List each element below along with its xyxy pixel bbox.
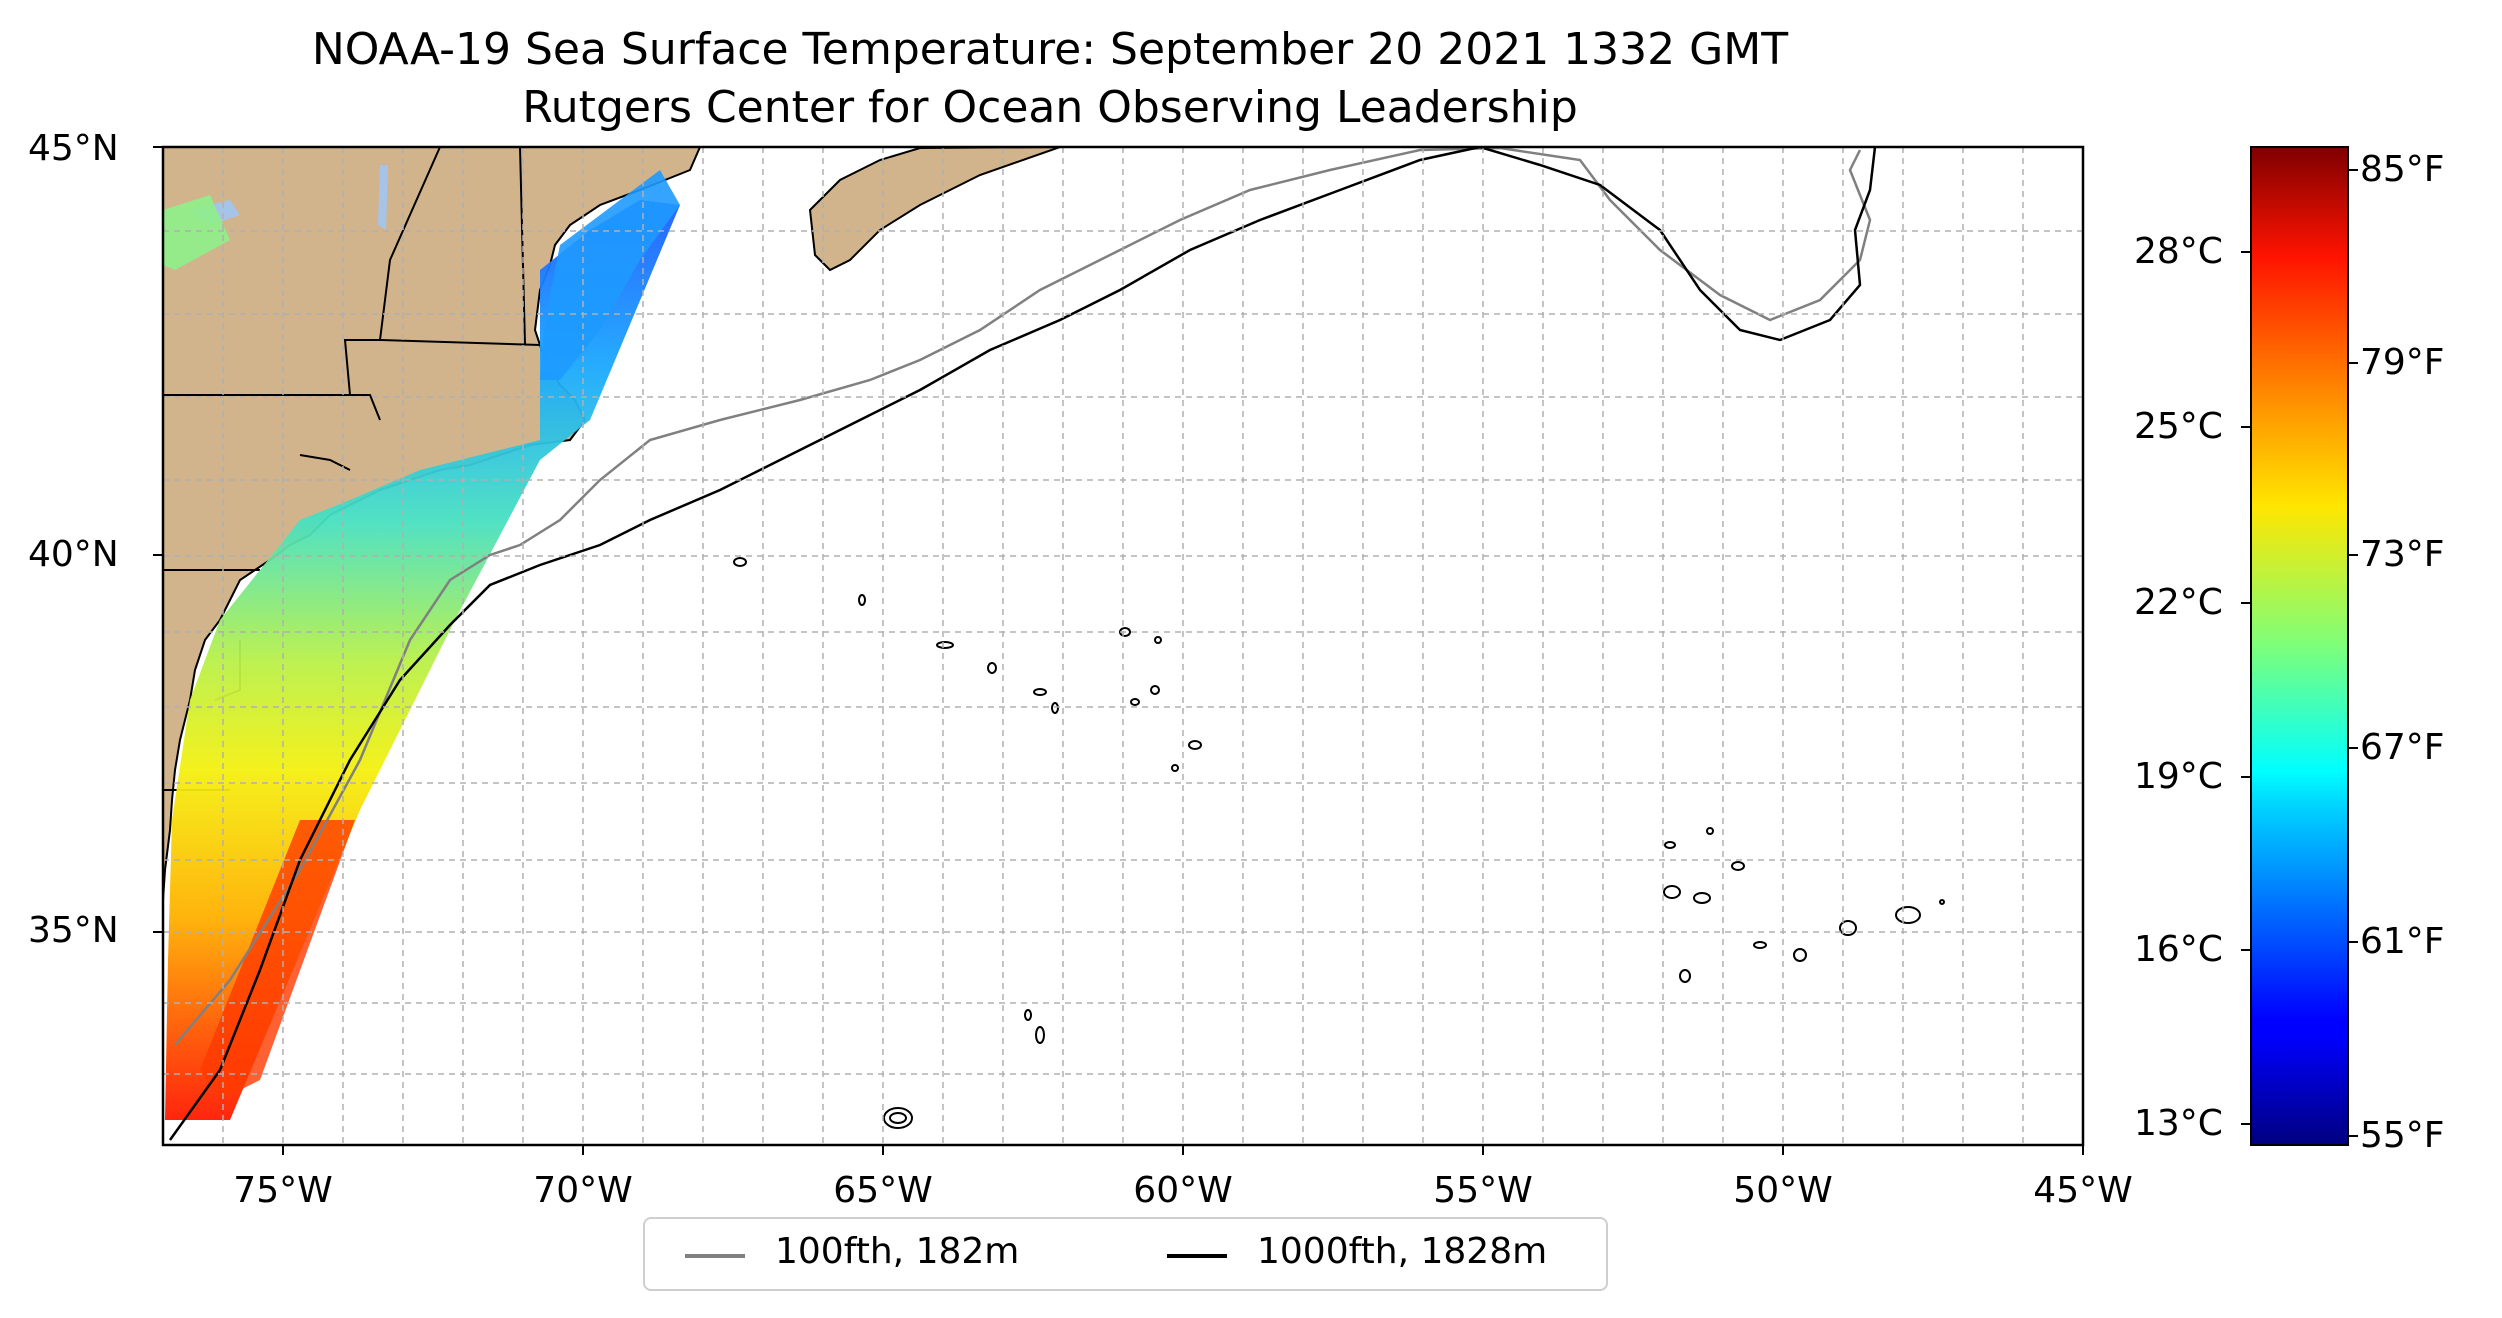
lon-label-60: 60°W	[1133, 1170, 1233, 1211]
map-area	[163, 147, 1945, 1141]
lon-label-70: 70°W	[533, 1170, 633, 1211]
lat-label-40: 40°N	[28, 534, 119, 575]
sst-warm-band	[200, 820, 355, 1100]
map-subtitle: Rutgers Center for Ocean Observing Leade…	[522, 82, 1578, 133]
legend-swatch-100fth	[685, 1254, 745, 1258]
seamounts	[733, 557, 1945, 1129]
colorbar-celsius-label: 28°C	[2134, 231, 2223, 272]
axis-ticks	[153, 146, 2084, 1155]
colorbar-fahrenheit-label: 67°F	[2360, 727, 2445, 768]
nova-scotia	[808, 147, 1061, 272]
map-frame	[161, 145, 2085, 1147]
colorbar-celsius-label: 19°C	[2134, 756, 2223, 797]
isobath-100fth	[174, 147, 1872, 1046]
sst-swath-north	[540, 170, 680, 380]
legend-swatch-1000fth	[1167, 1254, 1227, 1258]
map-title: NOAA-19 Sea Surface Temperature: Septemb…	[311, 24, 1789, 75]
colorbar-celsius-label: 25°C	[2134, 406, 2223, 447]
legend-label-1000fth: 1000fth, 1828m	[1257, 1231, 1548, 1272]
lat-label-45: 45°N	[28, 128, 119, 169]
graticule	[163, 147, 2083, 1145]
isobath-1000fth	[168, 147, 1877, 1141]
lon-label-45: 45°W	[2033, 1170, 2133, 1211]
colorbar-fahrenheit-label: 73°F	[2360, 534, 2445, 575]
lon-label-75: 75°W	[233, 1170, 333, 1211]
colorbar-fahrenheit-label: 85°F	[2360, 149, 2445, 190]
sst-west-patch	[163, 195, 230, 270]
colorbar-celsius-label: 22°C	[2134, 582, 2223, 623]
lon-label-50: 50°W	[1733, 1170, 1833, 1211]
legend: 100fth, 182m 1000fth, 1828m	[643, 1217, 1608, 1291]
lat-label-35: 35°N	[28, 910, 119, 951]
colorbar-fahrenheit-label: 79°F	[2360, 342, 2445, 383]
colorbar-fahrenheit-label: 55°F	[2360, 1115, 2445, 1156]
lake	[378, 165, 388, 230]
colorbar-celsius-label: 16°C	[2134, 929, 2223, 970]
colorbar-fahrenheit-label: 61°F	[2360, 921, 2445, 962]
colorbar-ticks	[2241, 169, 2358, 1137]
colorbar	[2250, 146, 2349, 1146]
lon-label-65: 65°W	[833, 1170, 933, 1211]
legend-label-100fth: 100fth, 182m	[775, 1231, 1020, 1272]
colorbar-celsius-label: 13°C	[2134, 1103, 2223, 1144]
lon-label-55: 55°W	[1433, 1170, 1533, 1211]
